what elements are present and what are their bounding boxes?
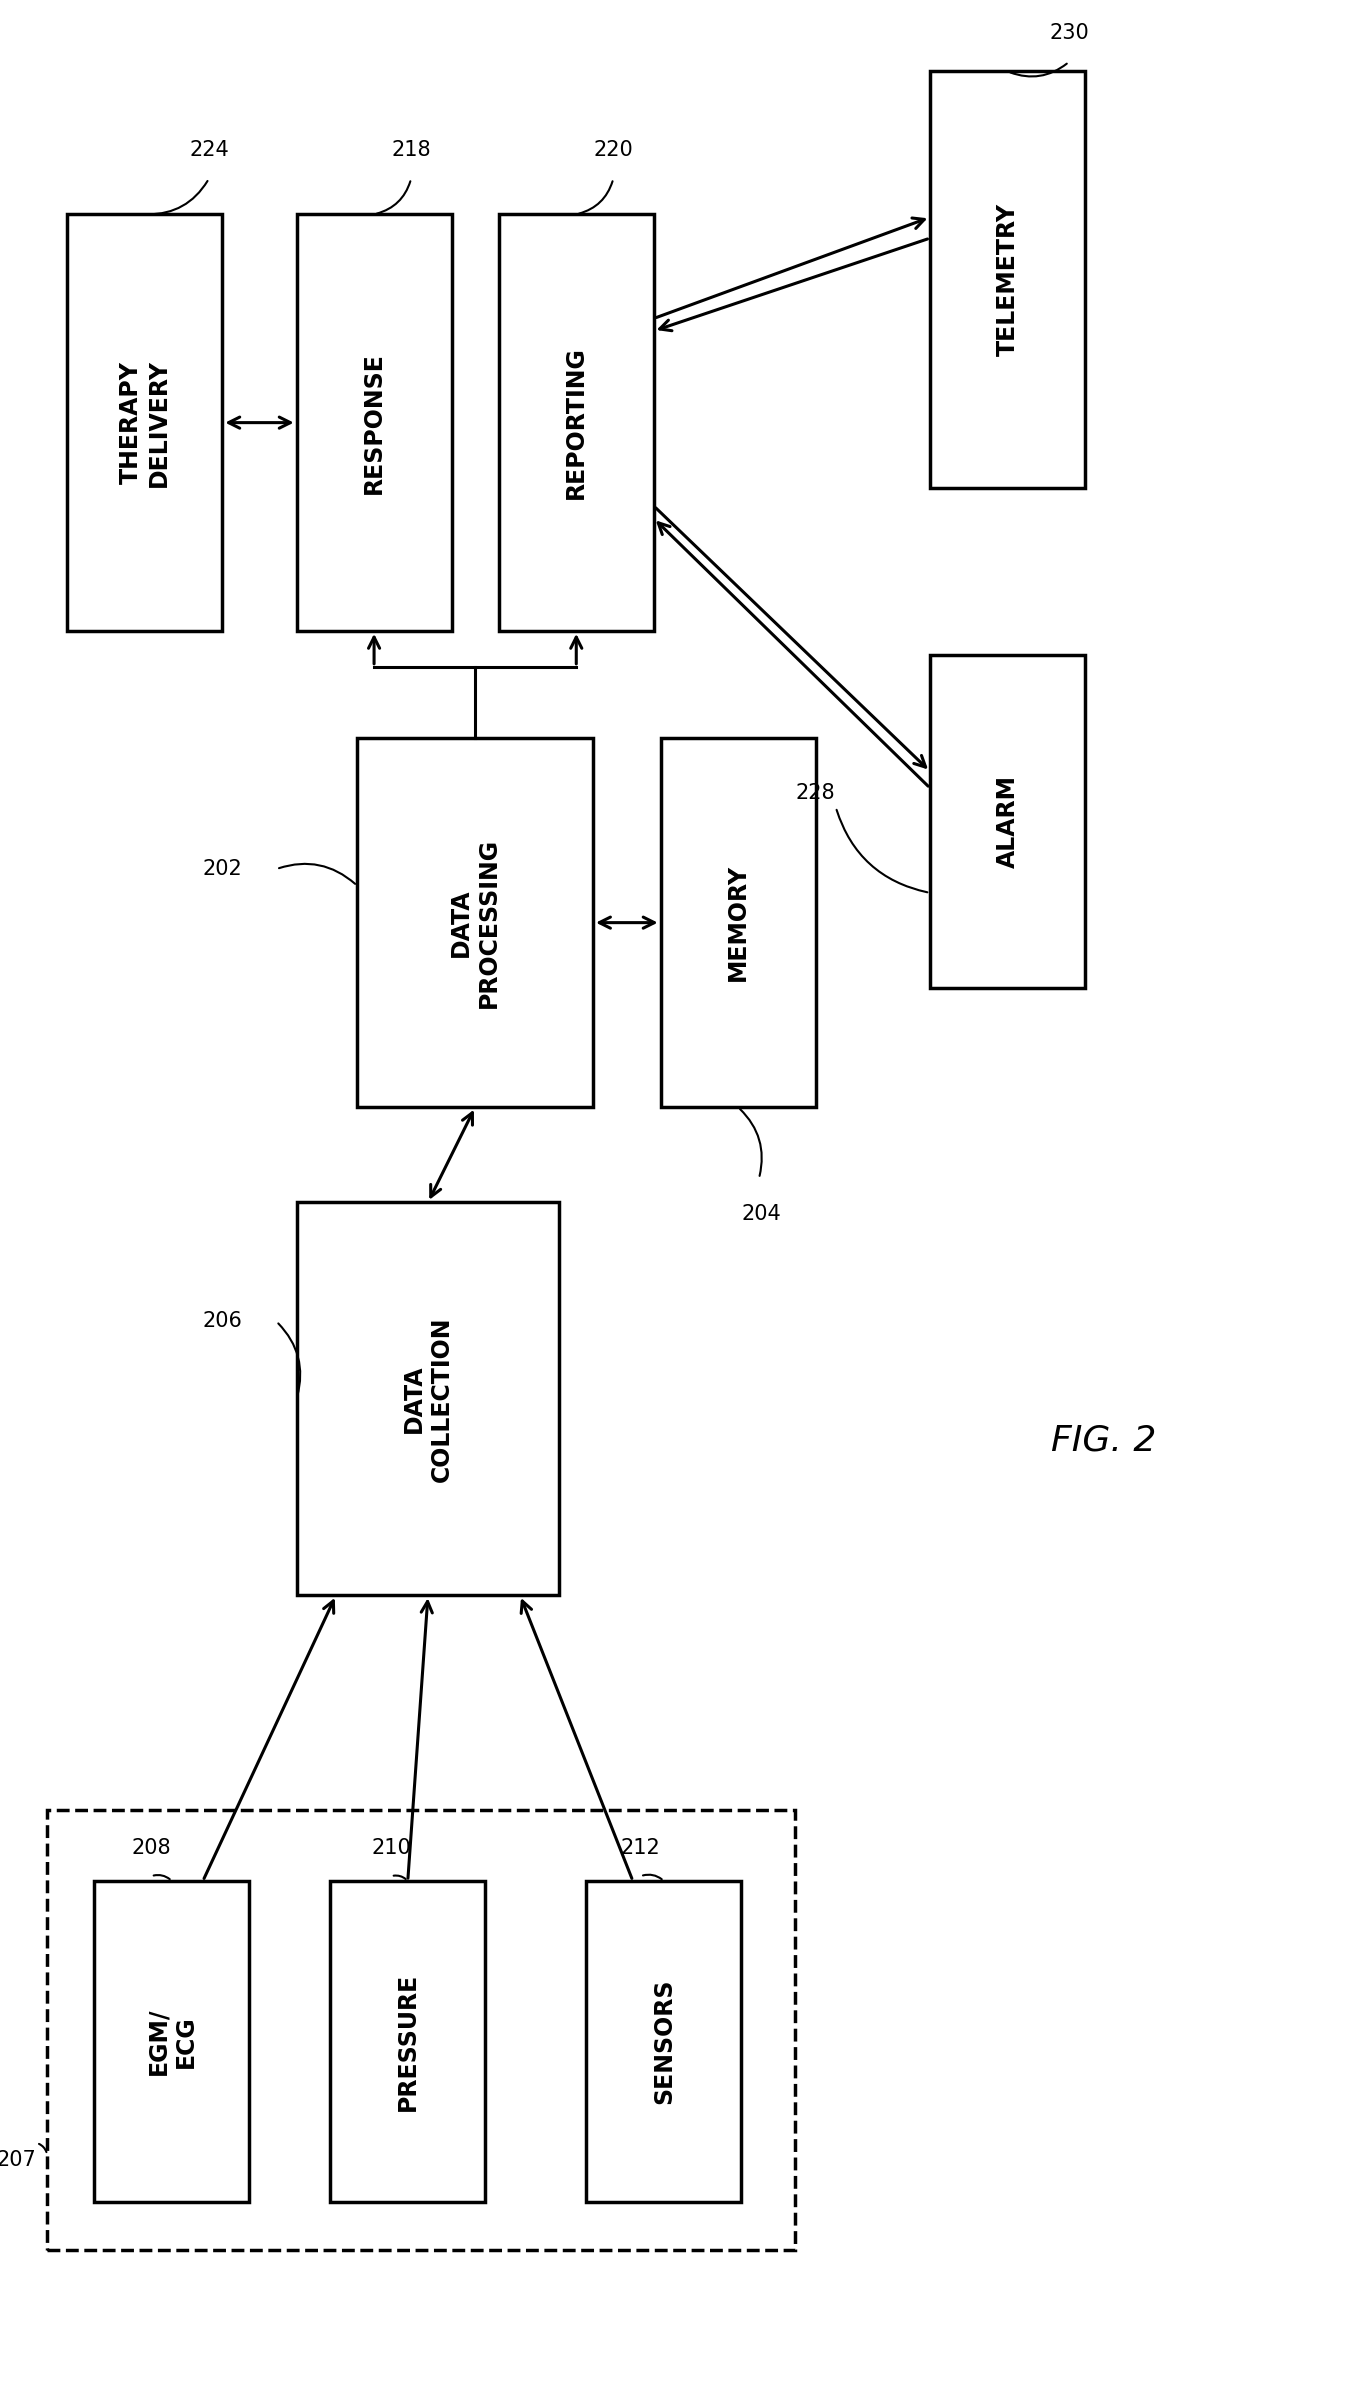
Text: REPORTING: REPORTING [565,345,588,500]
Text: 224: 224 [189,140,229,160]
Text: 230: 230 [1049,24,1089,43]
Text: 208: 208 [131,1838,171,1857]
Text: 207: 207 [0,2150,36,2169]
Text: PRESSURE: PRESSURE [396,1971,419,2112]
FancyBboxPatch shape [586,1881,741,2202]
Text: 218: 218 [391,140,431,160]
FancyBboxPatch shape [297,214,452,631]
Text: DATA
PROCESSING: DATA PROCESSING [449,838,501,1007]
Text: SENSORS: SENSORS [652,1979,675,2105]
Text: THERAPY
DELIVERY: THERAPY DELIVERY [119,360,171,486]
FancyBboxPatch shape [330,1881,485,2202]
Text: DATA
COLLECTION: DATA COLLECTION [402,1317,454,1481]
Text: RESPONSE: RESPONSE [363,352,386,493]
FancyBboxPatch shape [297,1202,559,1595]
Text: 220: 220 [593,140,634,160]
FancyBboxPatch shape [499,214,654,631]
FancyBboxPatch shape [930,71,1085,488]
FancyBboxPatch shape [661,738,816,1107]
Text: EGM/
ECG: EGM/ ECG [146,2007,198,2076]
Text: ALARM: ALARM [996,774,1019,869]
Text: TELEMETRY: TELEMETRY [996,202,1019,357]
Text: FIG. 2: FIG. 2 [1051,1424,1157,1457]
FancyBboxPatch shape [357,738,593,1107]
FancyBboxPatch shape [67,214,222,631]
Text: MEMORY: MEMORY [727,864,749,981]
Text: 212: 212 [620,1838,661,1857]
FancyBboxPatch shape [930,655,1085,988]
Text: 202: 202 [202,860,243,879]
Text: 228: 228 [795,783,836,802]
FancyBboxPatch shape [94,1881,249,2202]
Text: 204: 204 [741,1205,782,1224]
Text: 206: 206 [202,1312,243,1331]
Text: 210: 210 [371,1838,411,1857]
